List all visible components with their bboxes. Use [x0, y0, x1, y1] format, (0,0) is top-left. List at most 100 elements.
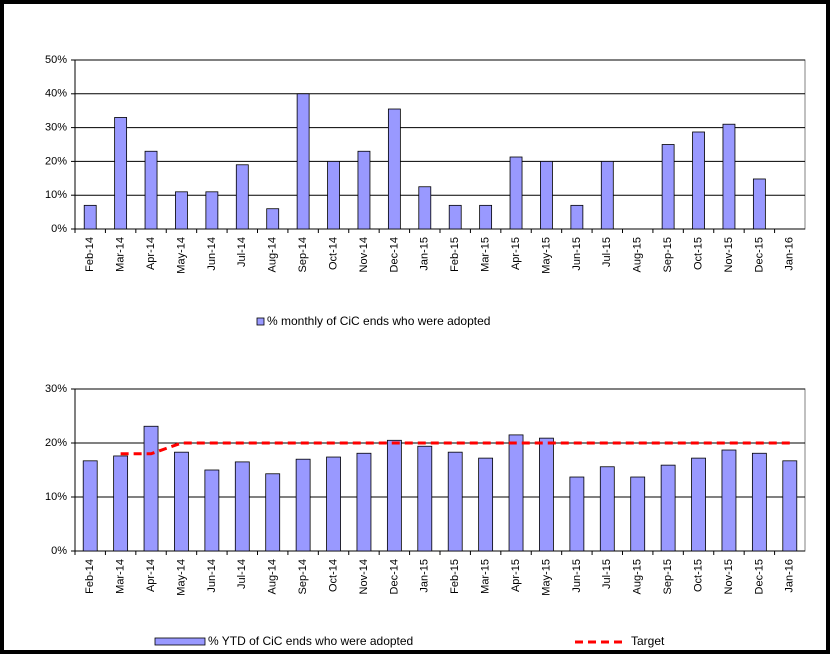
- bar: [266, 208, 280, 230]
- x-tick-label: Aug-14: [267, 237, 279, 272]
- x-tick-label: Feb-14: [84, 559, 96, 594]
- x-tick-label: Feb-14: [84, 237, 96, 272]
- bar: [660, 464, 676, 552]
- x-tick-label: Jan-16: [784, 559, 796, 593]
- bar: [479, 204, 493, 230]
- bar: [235, 164, 249, 230]
- x-tick-label: Dec-15: [753, 237, 765, 272]
- x-tick-label: Dec-14: [388, 237, 400, 272]
- legend-label: Target: [631, 634, 665, 648]
- x-tick-label: May-14: [175, 559, 187, 596]
- x-tick-label: Jun-14: [206, 559, 218, 593]
- bar: [234, 461, 250, 552]
- x-tick-label: Oct-14: [327, 559, 339, 592]
- bar: [692, 131, 705, 230]
- x-tick-label: Oct-15: [692, 237, 704, 270]
- y-tick-label: 0%: [51, 223, 67, 235]
- bar: [417, 445, 433, 552]
- bar: [447, 451, 463, 552]
- bar: [600, 160, 614, 230]
- bar: [83, 204, 97, 230]
- bar: [82, 460, 98, 552]
- y-tick-label: 10%: [45, 189, 67, 201]
- target-line: [120, 441, 790, 456]
- x-tick-label: Dec-14: [388, 559, 400, 594]
- bar: [630, 476, 646, 552]
- x-tick-label: Apr-14: [145, 237, 157, 270]
- x-tick-label: Jun-15: [571, 237, 583, 271]
- x-tick-label: Jan-15: [419, 559, 431, 593]
- bar: [722, 123, 736, 230]
- x-tick-label: Dec-15: [753, 559, 765, 594]
- bar: [569, 476, 585, 552]
- x-tick-label: Nov-15: [723, 559, 735, 594]
- bar: [661, 144, 675, 230]
- y-tick-label: 20%: [45, 155, 67, 167]
- x-tick-label: Jul-15: [601, 237, 613, 267]
- x-tick-label: Mar-14: [115, 559, 127, 594]
- bar: [204, 469, 220, 552]
- x-tick-label: Sep-15: [662, 237, 674, 272]
- x-tick-label: Sep-14: [297, 237, 309, 272]
- x-tick-label: Oct-14: [327, 237, 339, 270]
- x-tick-label: Feb-15: [449, 237, 461, 272]
- x-tick-label: Mar-14: [115, 237, 127, 272]
- x-tick-label: Sep-14: [297, 559, 309, 594]
- bar: [387, 108, 401, 230]
- x-tick-label: Nov-15: [723, 237, 735, 272]
- bar: [357, 150, 371, 230]
- bar: [113, 455, 129, 552]
- bar: [782, 460, 798, 552]
- bar: [327, 160, 340, 230]
- bar: [386, 439, 402, 552]
- x-tick-label: Feb-15: [449, 559, 461, 594]
- x-tick-label: Sep-15: [662, 559, 674, 594]
- x-tick-label: Mar-15: [480, 559, 492, 594]
- x-tick-label: Apr-15: [510, 559, 522, 592]
- x-tick-label: Nov-14: [358, 237, 370, 272]
- bar: [751, 452, 767, 552]
- bar: [326, 456, 341, 552]
- x-tick-label: Jul-14: [236, 237, 248, 267]
- bar: [599, 466, 615, 552]
- x-tick-label: Jun-14: [206, 237, 218, 271]
- bar: [540, 160, 553, 230]
- y-tick-label: 40%: [45, 88, 67, 100]
- bar: [570, 204, 584, 230]
- bar: [295, 458, 311, 552]
- bar: [114, 117, 128, 230]
- bar: [174, 451, 189, 552]
- x-tick-label: Oct-15: [692, 559, 704, 592]
- legend-label: % monthly of CiC ends who were adopted: [267, 314, 490, 328]
- y-tick-label: 20%: [45, 437, 67, 449]
- bar: [691, 457, 706, 552]
- y-tick-label: 0%: [51, 545, 67, 557]
- bar: [508, 434, 524, 552]
- y-tick-label: 30%: [45, 383, 67, 395]
- bar: [175, 191, 188, 230]
- plot-area: [74, 388, 806, 552]
- bar: [356, 452, 372, 552]
- x-tick-label: Apr-14: [145, 559, 157, 592]
- legend-label: % YTD of CiC ends who were adopted: [208, 634, 413, 648]
- bar: [752, 178, 766, 230]
- x-tick-label: Jan-16: [784, 237, 796, 271]
- bar: [448, 204, 462, 230]
- legend-swatch: [256, 317, 265, 326]
- x-tick-label: Jan-15: [419, 237, 431, 271]
- x-tick-label: May-15: [540, 237, 552, 274]
- x-tick-label: Aug-14: [267, 559, 279, 594]
- x-tick-label: Jul-14: [236, 559, 248, 589]
- x-tick-label: Aug-15: [632, 237, 644, 272]
- legend-swatch: [154, 637, 206, 646]
- x-tick-label: Apr-15: [510, 237, 522, 270]
- bar: [144, 150, 158, 230]
- bar: [296, 93, 310, 230]
- x-tick-label: Jun-15: [571, 559, 583, 593]
- y-tick-label: 50%: [45, 54, 67, 66]
- x-tick-label: May-15: [540, 559, 552, 596]
- x-tick-label: Aug-15: [632, 559, 644, 594]
- bar: [721, 449, 737, 552]
